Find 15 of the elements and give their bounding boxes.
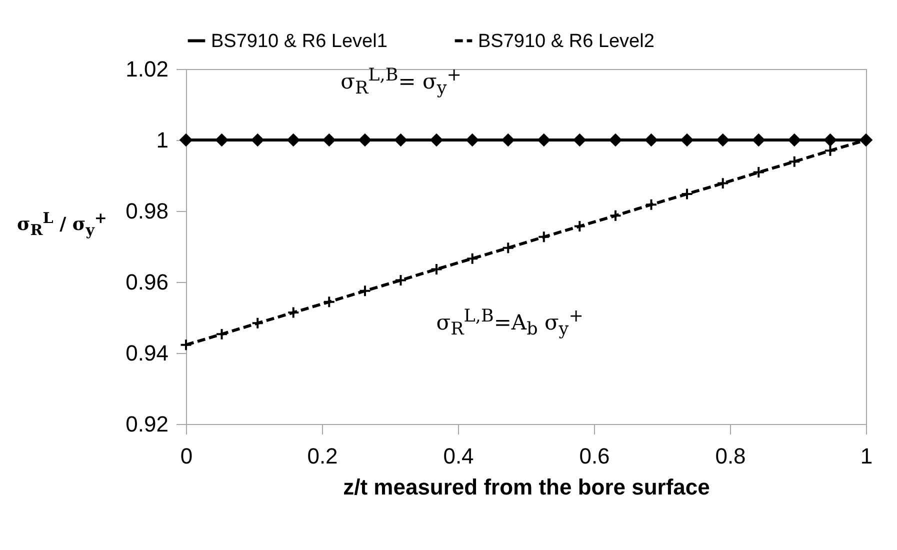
x-tick-label: 0.8 [715, 444, 746, 468]
x-tick-label: 1 [860, 444, 873, 468]
y-tick-label: 1.02 [126, 56, 168, 82]
x-tick-label: 0 [180, 444, 193, 468]
x-axis-title: z/t measured from the bore surface [343, 474, 710, 500]
y-tick-label: 0.98 [126, 198, 168, 224]
y-tick-label: 0.94 [126, 340, 168, 366]
y-tick-label: 1 [156, 128, 168, 152]
legend-label: BS7910 & R6 Level2 [478, 30, 654, 52]
x-tick-label: 0.2 [307, 444, 338, 468]
y-tick-label: 0.92 [126, 412, 168, 436]
x-tick-label: 0.4 [443, 444, 474, 468]
legend-label: BS7910 & R6 Level1 [211, 30, 388, 52]
y-tick-label: 0.96 [126, 270, 168, 294]
x-tick-label: 0.6 [579, 444, 610, 468]
